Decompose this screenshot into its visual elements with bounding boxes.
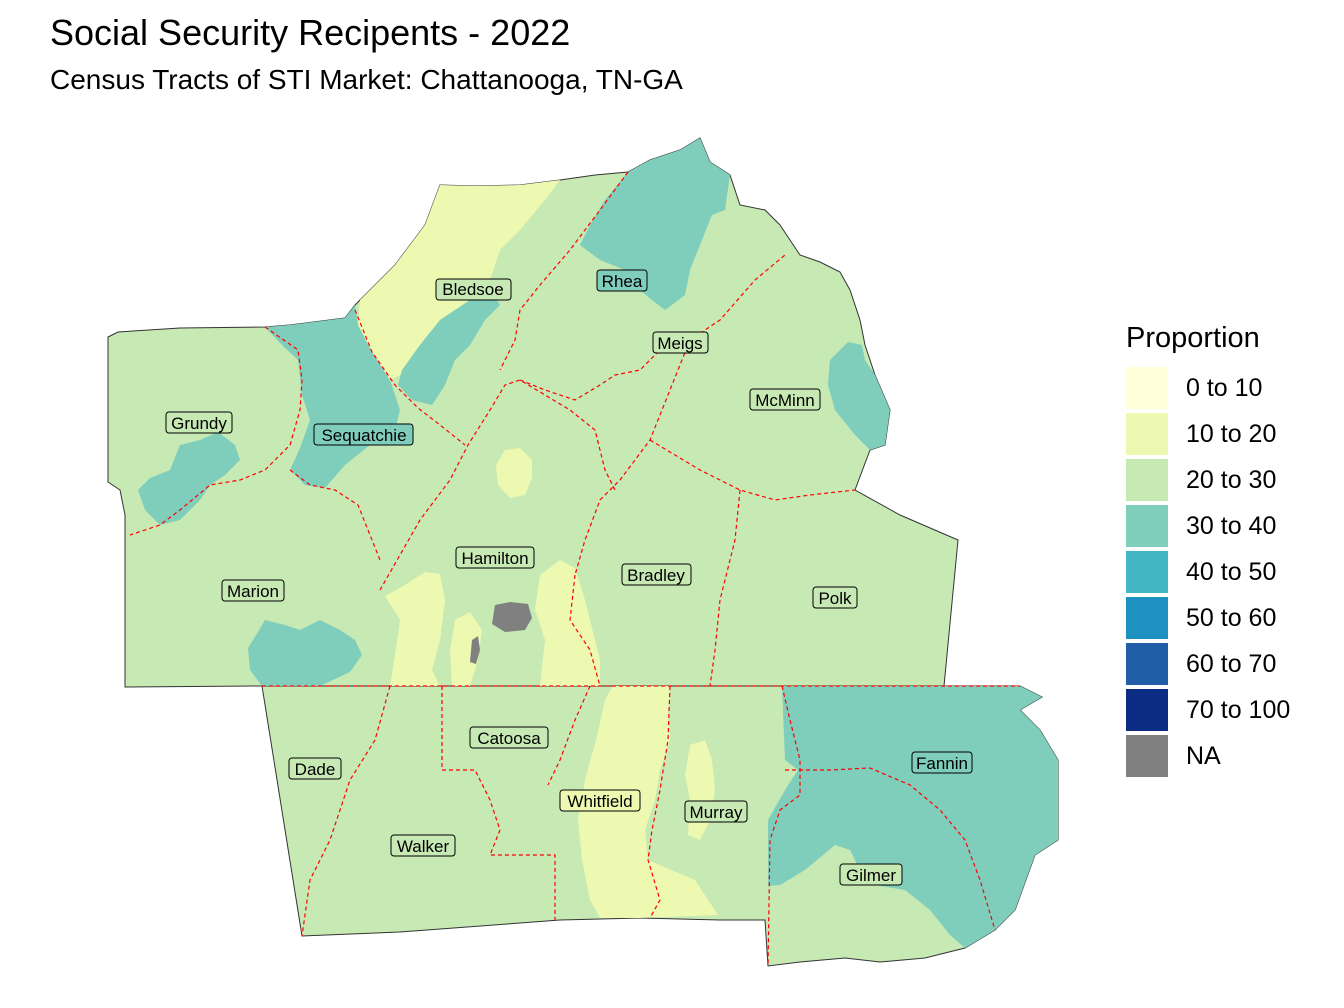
legend-label: 60 to 70 [1186,649,1277,678]
legend-item: 70 to 100 [1126,687,1290,733]
label-sequatchie: Sequatchie [313,423,414,446]
label-mcminn: McMinn [749,388,821,411]
label-rhea-text: Rhea [602,272,643,291]
label-marion-text: Marion [227,582,279,601]
label-bradley: Bradley [621,563,692,586]
label-bledsoe-text: Bledsoe [442,280,503,299]
label-catoosa: Catoosa [469,726,549,749]
label-polk: Polk [812,586,858,609]
boundary-hamilton-bradley [569,574,601,687]
label-dade-text: Dade [295,760,336,779]
legend: Proportion 0 to 10 10 to 20 20 to 30 30 to … [1126,322,1290,779]
legend-item: 60 to 70 [1126,641,1290,687]
choropleth-map: Bledsoe Rhea Meigs McMinn Grundy Sequatc… [107,137,1059,967]
rhea-teal-tract [580,138,730,310]
boundary-bradley-polk [709,489,741,687]
label-murray: Murray [684,800,748,823]
bledsoe-teal-tract [398,290,500,405]
legend-label: 40 to 50 [1186,557,1277,586]
whitfield-light-tract [578,686,718,918]
legend-swatch [1126,413,1168,455]
legend-swatch [1126,459,1168,501]
label-hamilton-text: Hamilton [461,549,528,568]
na-tract-2 [470,636,480,664]
legend-item: 20 to 30 [1126,457,1290,503]
label-meigs-text: Meigs [657,334,702,353]
boundary-bledsoe-sequatchie [354,309,466,446]
label-dade: Dade [288,757,342,780]
tracts-30-40 [138,138,1058,948]
label-gilmer: Gilmer [839,863,903,886]
label-walker: Walker [390,834,456,857]
label-grundy-text: Grundy [171,414,227,433]
label-sequatchie-text: Sequatchie [321,426,406,445]
hamilton-light-tract-2 [385,572,445,686]
label-marion: Marion [221,579,285,602]
label-rhea: Rhea [596,269,648,292]
legend-swatch [1126,735,1168,777]
label-hamilton: Hamilton [455,546,535,569]
legend-label: 70 to 100 [1186,695,1291,724]
legend-label: 50 to 60 [1186,603,1277,632]
label-catoosa-text: Catoosa [477,729,541,748]
legend-swatch [1126,643,1168,685]
tracts-na [470,602,532,664]
county-labels: Bledsoe Rhea Meigs McMinn Grundy Sequatc… [165,269,973,886]
legend-item: NA [1126,733,1290,779]
label-polk-text: Polk [818,589,852,608]
label-murray-text: Murray [690,803,743,822]
label-meigs: Meigs [652,331,709,354]
legend-label: 0 to 10 [1186,373,1263,402]
label-fannin: Fannin [911,751,973,774]
legend-swatch [1126,689,1168,731]
label-gilmer-text: Gilmer [846,866,896,885]
boundary-whitfield-murray [647,685,671,919]
boundary-mcminn-bradley [649,439,856,501]
boundary-bledsoe-rhea [499,171,629,371]
boundary-catoosa-whitfield [547,685,591,786]
boundary-meigs-mcminn [574,339,691,576]
boundary-dade-walker [301,685,391,937]
label-bledsoe: Bledsoe [435,278,512,301]
legend-title: Proportion [1126,322,1260,354]
map-title: Social Security Recipents - 2022 [50,12,571,53]
mcminn-teal-tract [828,342,890,450]
legend-swatch [1126,505,1168,547]
label-bradley-text: Bradley [627,566,685,585]
fannin-gilmer-teal-tract [768,686,1058,948]
label-grundy: Grundy [165,411,233,434]
county-boundaries [129,171,1020,967]
hamilton-light-tract-1 [496,448,532,498]
legend-item: 50 to 60 [1126,595,1290,641]
boundary-hamilton-north [379,379,616,591]
hamilton-light-tract-4 [450,612,482,686]
legend-label: NA [1186,741,1221,770]
legend-item: 0 to 10 [1126,365,1290,411]
legend-item: 30 to 40 [1126,503,1290,549]
legend-label: 10 to 20 [1186,419,1277,448]
legend-items: 0 to 10 10 to 20 20 to 30 30 to 40 40 to 50 5… [1126,365,1290,779]
legend-label: 20 to 30 [1186,465,1277,494]
label-mcminn-text: McMinn [755,391,815,410]
map-subtitle: Census Tracts of STI Market: Chattanooga… [50,64,683,95]
legend-swatch [1126,597,1168,639]
legend-label: 30 to 40 [1186,511,1277,540]
grundy-teal-tract [138,432,240,525]
label-walker-text: Walker [397,837,450,856]
hamilton-light-tract-3 [535,560,600,686]
boundary-sequatchie-marion [289,469,381,561]
legend-swatch [1126,551,1168,593]
marion-teal-tract [248,620,362,686]
legend-swatch [1126,367,1168,409]
boundary-fannin-gilmer [785,767,996,931]
legend-item: 10 to 20 [1126,411,1290,457]
label-whitfield: Whitfield [559,789,641,812]
label-whitfield-text: Whitfield [567,792,632,811]
legend-item: 40 to 50 [1126,549,1290,595]
label-fannin-text: Fannin [916,754,968,773]
na-tract-1 [492,602,532,632]
